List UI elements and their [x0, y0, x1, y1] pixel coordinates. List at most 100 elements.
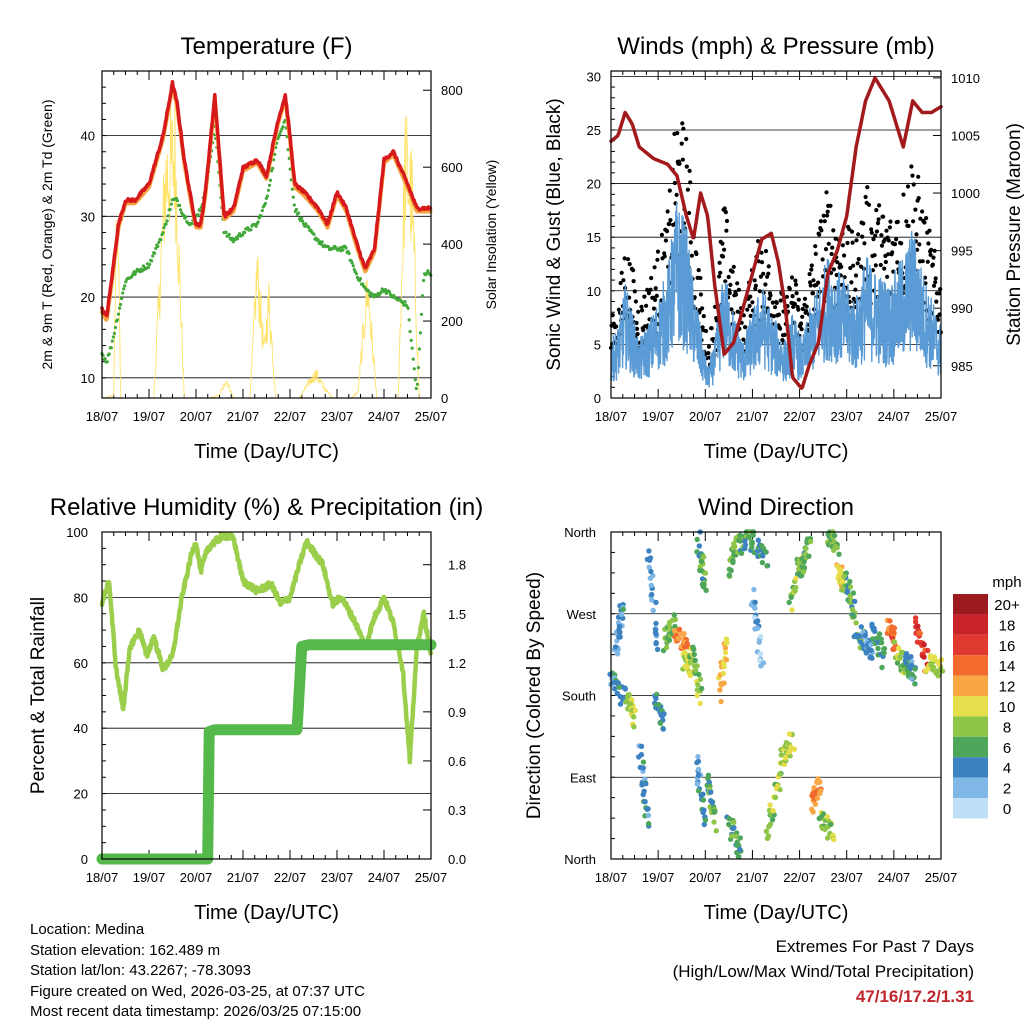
wind-direction-point [692, 657, 698, 664]
panel3-frame [610, 531, 942, 860]
speed-legend-swatch [953, 675, 988, 696]
wind-direction-point [729, 833, 735, 839]
dewpoint-point [290, 187, 294, 191]
gust-point [652, 265, 657, 270]
dewpoint-point [122, 287, 126, 291]
gust-point [818, 219, 824, 224]
panel1-ytick-label: 25 [587, 123, 601, 138]
gust-point [631, 279, 636, 284]
gust-point [787, 286, 792, 291]
wind-direction-point [746, 534, 752, 541]
panel1-ytick-label: 5 [594, 337, 601, 352]
panel1-ylabel-right: Station Pressure (Maroon) [1004, 123, 1024, 346]
dewpoint-point [156, 244, 160, 248]
dewpoint-point [277, 135, 281, 139]
gust-point [766, 271, 771, 276]
gust-point [820, 257, 825, 262]
panel0-xtick-label: 23/07 [321, 409, 354, 424]
panel3-xtick-label: 19/07 [642, 870, 675, 885]
dewpoint-point [266, 188, 271, 192]
wind-direction-point [694, 692, 700, 699]
gust-point [752, 278, 757, 283]
wind-direction-point [649, 597, 655, 603]
panel3-xtick-label: 21/07 [736, 870, 769, 885]
panel0-ytick-label: 30 [81, 209, 95, 224]
wind-direction-point [720, 670, 726, 677]
gust-point [723, 210, 728, 215]
wind-direction-point [820, 811, 827, 817]
panel2-ylabel: Percent & Total Rainfall [28, 597, 49, 794]
wind-direction-point [916, 630, 922, 636]
wind-direction-point [656, 702, 662, 708]
wind-direction-point [638, 743, 645, 749]
panel3-xtick-label: 25/07 [925, 870, 958, 885]
speed-legend-label: 20+ [994, 597, 1020, 614]
dewpoint-point [296, 211, 301, 215]
gust-point [892, 242, 898, 247]
gust-point [750, 300, 755, 305]
panel1-xtick-label: 20/07 [689, 409, 722, 424]
wind-direction-point [876, 631, 883, 637]
gust-point [829, 251, 834, 257]
wind-direction-point [824, 835, 831, 841]
wind-direction-point [705, 772, 712, 778]
wind-direction-point [627, 701, 634, 707]
gust-point [819, 228, 824, 233]
dewpoint-point [169, 202, 173, 206]
wind-direction-point [695, 788, 702, 794]
wind-direction-point [620, 606, 626, 613]
wind-direction-point [833, 543, 839, 550]
wind-direction-point [894, 660, 901, 666]
dewpoint-point [119, 302, 123, 307]
gust-point [640, 308, 645, 313]
wind-direction-point [760, 553, 766, 559]
gust-point [653, 297, 658, 302]
panel0-ytick-label: 10 [81, 371, 95, 386]
dewpoint-point [410, 346, 414, 350]
wind-direction-point [793, 584, 799, 591]
speed-legend-swatch [953, 757, 988, 778]
sonic-wind-line [610, 202, 942, 388]
gust-point [610, 313, 615, 318]
wind-direction-point [646, 564, 652, 570]
wind-direction-point [654, 646, 661, 653]
panel2-xtick-label: 24/07 [368, 870, 401, 885]
gust-point [932, 248, 937, 253]
wind-direction-point [786, 599, 792, 606]
gust-point [833, 236, 838, 241]
gust-point [920, 209, 925, 214]
wind-direction-point [723, 640, 729, 647]
gust-point [701, 314, 706, 319]
gust-point [835, 260, 840, 265]
gust-point [642, 294, 647, 299]
panel1-xtick-label: 21/07 [736, 409, 769, 424]
gust-point [920, 259, 925, 264]
gust-point [861, 221, 866, 226]
wind-direction-point [718, 698, 724, 705]
wind-direction-point [730, 559, 736, 566]
extremes-title: Extremes For Past 7 Days [775, 937, 974, 956]
wind-direction-point [632, 707, 638, 714]
wind-direction-point [909, 671, 915, 678]
dewpoint-point [148, 262, 152, 266]
wind-direction-point [841, 573, 847, 580]
dewpoint-point [358, 277, 363, 281]
gust-point [831, 228, 836, 233]
gust-point [792, 302, 798, 307]
gust-point [763, 249, 769, 254]
speed-legend-label: 18 [999, 617, 1016, 634]
dewpoint-point [174, 196, 178, 200]
gust-point [929, 247, 934, 252]
wind-direction-point [694, 781, 700, 787]
gust-point [718, 270, 723, 275]
wind-direction-point [766, 823, 772, 830]
gust-point [890, 250, 895, 255]
wind-direction-point [691, 651, 697, 658]
gust-point [796, 307, 801, 312]
wind-direction-point [764, 563, 770, 569]
panel1-ytick-right-label: 985 [951, 359, 973, 374]
gust-point [911, 219, 916, 224]
dewpoint-point [312, 232, 316, 236]
dewpoint-point [150, 259, 154, 263]
wind-direction-point [654, 691, 660, 698]
